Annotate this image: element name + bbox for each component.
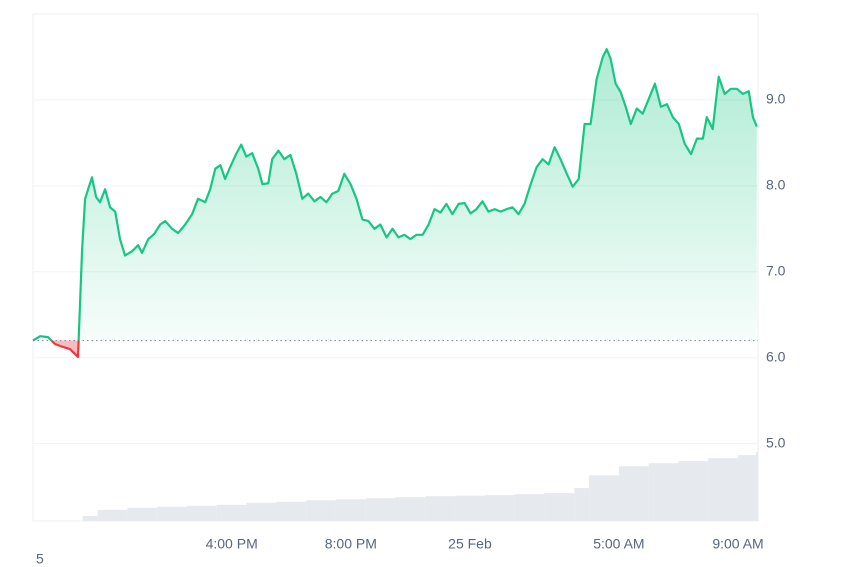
- y-tick-label: 7.0: [766, 262, 786, 278]
- volume-bar: [618, 466, 649, 521]
- volume-bar: [157, 506, 187, 521]
- volume-bar: [455, 495, 485, 521]
- volume-bar: [186, 505, 217, 521]
- volume-bar: [648, 463, 679, 521]
- volume-bar: [574, 488, 590, 521]
- volume-bar: [544, 493, 575, 521]
- volume-bar: [708, 458, 739, 521]
- x-tick-label: 25 Feb: [448, 536, 492, 552]
- volume-bar: [335, 499, 366, 521]
- x-tick-label: 9:00 AM: [712, 536, 763, 552]
- price-line: [32, 48, 758, 358]
- volume-bar: [484, 495, 515, 521]
- volume-bar: [395, 497, 426, 521]
- volume-bar: [97, 509, 128, 521]
- volume-bar: [127, 507, 158, 521]
- y-tick-label: 5.0: [766, 434, 786, 450]
- volume-bar: [678, 461, 709, 521]
- volume-bar: [738, 455, 756, 521]
- area-up: [33, 49, 757, 341]
- volume-bar: [216, 504, 247, 521]
- y-tick-label: 6.0: [766, 348, 786, 364]
- footnote: 5: [36, 551, 44, 567]
- volume-bar: [589, 475, 619, 521]
- volume-bar: [82, 515, 98, 521]
- volume-bar: [276, 501, 307, 521]
- volume-bar: [755, 452, 758, 521]
- x-tick-label: 8:00 PM: [325, 536, 377, 552]
- volume-bar: [425, 496, 456, 521]
- volume-bar: [365, 498, 396, 521]
- volume-bar: [306, 500, 336, 521]
- y-tick-label: 9.0: [766, 91, 786, 107]
- x-tick-label: 4:00 PM: [206, 536, 258, 552]
- x-tick-label: 5:00 AM: [593, 536, 644, 552]
- y-tick-label: 8.0: [766, 177, 786, 193]
- volume-bar: [246, 502, 277, 521]
- volume-bar: [514, 494, 545, 521]
